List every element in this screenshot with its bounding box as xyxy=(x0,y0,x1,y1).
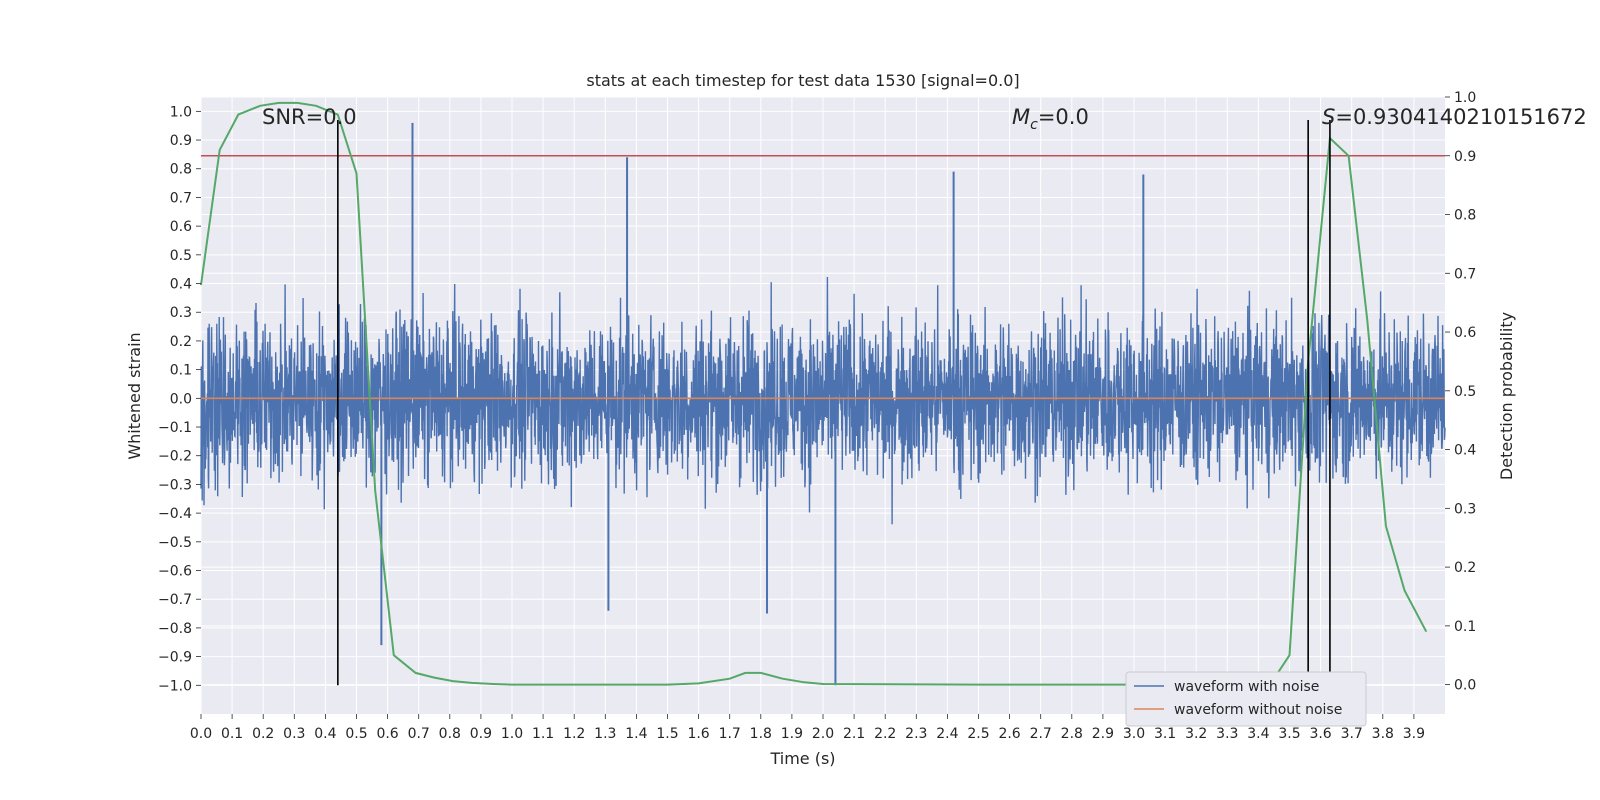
x-tick-label: 3.6 xyxy=(1309,726,1331,742)
snr-annotation: SNR=0.0 xyxy=(262,105,357,129)
y-left-tick-label: −1.0 xyxy=(158,678,192,694)
y-left-tick-label: −0.2 xyxy=(158,449,192,465)
y-left-tick-label: −0.9 xyxy=(158,650,192,666)
x-tick-label: 1.7 xyxy=(719,726,741,742)
y-axis-label-right: Detection probability xyxy=(1497,312,1516,480)
x-tick-label: 2.1 xyxy=(843,726,865,742)
x-axis-label: Time (s) xyxy=(769,749,835,768)
x-tick-label: 3.9 xyxy=(1403,726,1425,742)
y-left-tick-label: −0.5 xyxy=(158,535,192,551)
x-tick-label: 1.4 xyxy=(625,726,647,742)
mc-value: =0.0 xyxy=(1038,105,1089,129)
y-left-tick-label: −0.6 xyxy=(158,564,192,580)
y-left-tick-label: −0.4 xyxy=(158,506,192,522)
legend-box xyxy=(1125,671,1367,727)
x-tick-label: 1.3 xyxy=(594,726,616,742)
x-tick-label: 1.0 xyxy=(501,726,523,742)
x-ticks: 0.0 0.1 0.2 0.3 0.4 0.5 0.6 0.7 0.8 0.9 1.0 1.1 1.2 1… xyxy=(190,714,1425,742)
x-tick-label: 0.5 xyxy=(345,726,367,742)
x-tick-label: 1.8 xyxy=(750,726,772,742)
y-left-tick-label: 0.7 xyxy=(170,190,192,206)
noise-waveform xyxy=(200,276,1446,525)
x-tick-label: 0.4 xyxy=(314,726,336,742)
mc-subscript: c xyxy=(1030,117,1038,133)
x-tick-label: 2.5 xyxy=(967,726,989,742)
y-left-tick-label: 0.1 xyxy=(170,363,192,379)
chart-title: stats at each timestep for test data 153… xyxy=(586,71,1019,90)
x-tick-label: 0.6 xyxy=(376,726,398,742)
y-left-tick-label: −0.3 xyxy=(158,477,192,493)
x-tick-label: 2.8 xyxy=(1061,726,1083,742)
s-symbol: S xyxy=(1322,105,1335,129)
y-right-tick-label: 1.0 xyxy=(1454,90,1476,106)
y-left-tick-label: 0.2 xyxy=(170,334,192,350)
x-tick-label: 2.6 xyxy=(998,726,1020,742)
y-left-tick-label: −0.1 xyxy=(158,420,192,436)
x-tick-label: 2.7 xyxy=(1030,726,1052,742)
x-tick-label: 0.3 xyxy=(283,726,305,742)
x-tick-label: 0.8 xyxy=(439,726,461,742)
y-right-tick-label: 0.9 xyxy=(1454,149,1476,165)
y-right-tick-label: 0.0 xyxy=(1454,678,1476,694)
x-tick-label: 0.0 xyxy=(190,726,212,742)
x-tick-label: 0.9 xyxy=(470,726,492,742)
x-tick-label: 2.0 xyxy=(812,726,834,742)
x-tick-label: 3.5 xyxy=(1278,726,1300,742)
y-right-tick-label: 0.4 xyxy=(1454,443,1476,459)
y-left-ticks: 1.0 0.9 0.8 0.7 0.6 0.5 0.4 0.3 0.2 0.1 0.0 −0.1 −0.… xyxy=(158,104,201,694)
x-tick-label: 0.2 xyxy=(252,726,274,742)
x-tick-label: 3.8 xyxy=(1372,726,1394,742)
x-tick-label: 0.7 xyxy=(408,726,430,742)
y-right-tick-label: 0.7 xyxy=(1454,266,1476,282)
y-right-tick-label: 0.3 xyxy=(1454,501,1476,517)
y-left-tick-label: 0.5 xyxy=(170,248,192,264)
x-tick-label: 2.4 xyxy=(936,726,958,742)
y-right-tick-label: 0.2 xyxy=(1454,560,1476,576)
x-tick-label: 1.2 xyxy=(563,726,585,742)
mc-symbol: M xyxy=(1012,105,1030,129)
y-left-tick-label: 0.0 xyxy=(170,391,192,407)
x-tick-label: 3.7 xyxy=(1341,726,1363,742)
x-tick-label: 0.1 xyxy=(221,726,243,742)
y-left-tick-label: 0.9 xyxy=(170,133,192,149)
x-tick-label: 1.9 xyxy=(781,726,803,742)
y-right-tick-label: 0.8 xyxy=(1454,208,1476,224)
noise-spikes xyxy=(380,122,1145,686)
x-tick-label: 3.4 xyxy=(1247,726,1269,742)
x-tick-label: 2.3 xyxy=(905,726,927,742)
y-left-tick-label: −0.7 xyxy=(158,592,192,608)
legend: waveform with noise waveform without noi… xyxy=(1125,671,1367,727)
x-tick-label: 3.3 xyxy=(1216,726,1238,742)
x-tick-label: 2.9 xyxy=(1092,726,1114,742)
y-left-tick-label: 0.4 xyxy=(170,277,192,293)
x-tick-label: 1.6 xyxy=(687,726,709,742)
x-tick-label: 3.2 xyxy=(1185,726,1207,742)
y-right-tick-label: 0.6 xyxy=(1454,325,1476,341)
y-left-tick-label: 1.0 xyxy=(170,104,192,120)
vertical-markers xyxy=(337,119,1331,686)
y-left-tick-label: 0.3 xyxy=(170,305,192,321)
x-tick-label: 1.5 xyxy=(656,726,678,742)
detection-probability-line xyxy=(200,101,1428,686)
y-left-tick-label: 0.8 xyxy=(170,162,192,178)
x-tick-label: 2.2 xyxy=(874,726,896,742)
mc-annotation: Mc=0.0 xyxy=(1012,105,1089,133)
s-annotation: S=0.9304140210151672 xyxy=(1322,105,1587,129)
legend-label-noise: waveform with noise xyxy=(1174,679,1319,695)
x-tick-label: 3.1 xyxy=(1154,726,1176,742)
legend-label-clean: waveform without noise xyxy=(1174,702,1342,718)
y-left-tick-label: 0.6 xyxy=(170,219,192,235)
s-value: =0.9304140210151672 xyxy=(1335,105,1586,129)
y-right-tick-label: 0.5 xyxy=(1454,384,1476,400)
x-tick-label: 3.0 xyxy=(1123,726,1145,742)
x-tick-label: 1.1 xyxy=(532,726,554,742)
y-right-tick-label: 0.1 xyxy=(1454,619,1476,635)
y-right-ticks: 1.0 0.9 0.8 0.7 0.6 0.5 0.4 0.3 0.2 0.1 0.0 xyxy=(1445,90,1476,694)
noise-trace xyxy=(200,276,1446,525)
y-axis-label-left: Whitened strain xyxy=(125,332,144,459)
y-left-tick-label: −0.8 xyxy=(158,621,192,637)
